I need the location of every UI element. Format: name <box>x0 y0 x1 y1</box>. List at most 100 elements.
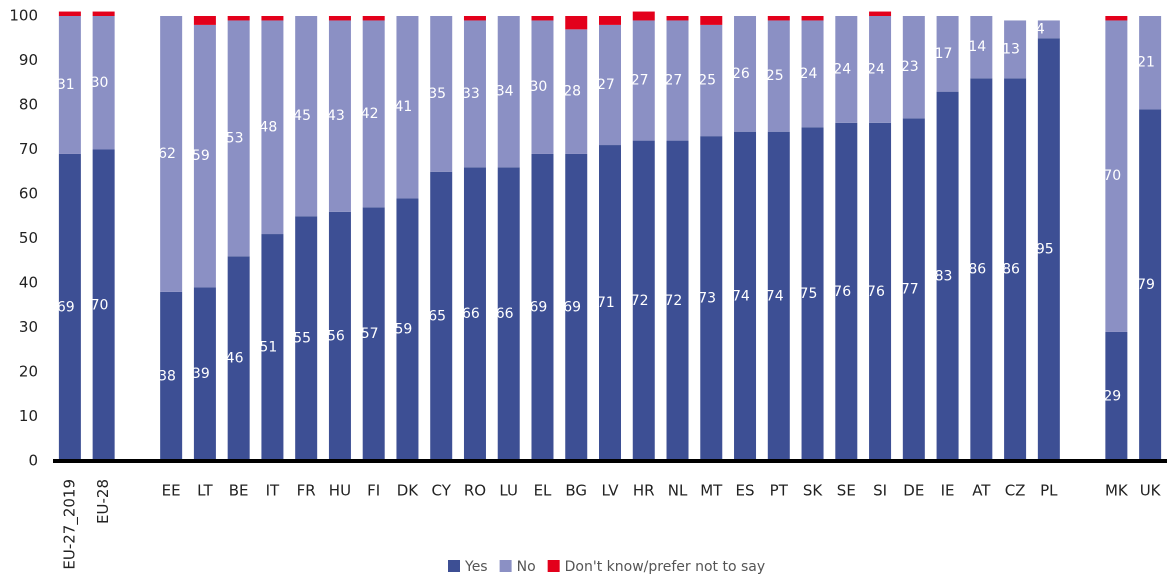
data-label: 59 <box>192 148 210 164</box>
data-label: 29 <box>1103 388 1121 404</box>
data-label: 39 <box>192 366 210 382</box>
bar-segment <box>565 153 588 461</box>
data-label: 70 <box>91 297 109 313</box>
data-label: 75 <box>800 286 818 302</box>
x-tick-label: FI <box>367 482 380 500</box>
legend-swatch <box>547 560 560 572</box>
bar-segment <box>463 167 486 462</box>
bar-segment <box>430 16 453 172</box>
bar-segment <box>599 16 621 25</box>
x-tick-label: MK <box>1105 482 1129 500</box>
x-tick-label: HU <box>329 482 351 500</box>
data-label: 42 <box>361 106 379 122</box>
legend-label: No <box>517 559 536 575</box>
data-label: 77 <box>901 282 919 298</box>
bar-segment <box>531 20 554 154</box>
bar-segment <box>970 16 993 79</box>
bar-segment <box>531 16 554 21</box>
data-label: 14 <box>968 39 986 55</box>
bar-segment <box>362 207 385 461</box>
bar-segment <box>632 11 655 21</box>
data-label: 51 <box>259 340 277 356</box>
data-label: 17 <box>935 46 953 62</box>
data-label: 24 <box>833 61 851 77</box>
data-label: 73 <box>698 291 716 307</box>
bar-segment <box>328 20 351 212</box>
data-label: 95 <box>1036 242 1054 258</box>
y-tick-label: 60 <box>19 185 38 203</box>
bar-segment <box>193 24 216 288</box>
y-tick-label: 30 <box>19 318 38 336</box>
bar-segment <box>869 11 892 16</box>
data-label: 25 <box>698 73 716 89</box>
bar-segment <box>396 16 419 199</box>
data-label: 30 <box>529 79 547 95</box>
x-tick-label: EU-27_2019 <box>60 479 79 570</box>
x-tick-label: SE <box>837 482 856 500</box>
y-tick-label: 10 <box>19 407 38 425</box>
x-tick-label: UK <box>1140 482 1162 500</box>
bar-segment <box>801 127 824 461</box>
bar-segment <box>1139 109 1162 461</box>
data-label: 24 <box>800 66 818 82</box>
data-label: 53 <box>226 130 244 146</box>
bar-segment <box>869 16 892 123</box>
bar-segment <box>193 287 216 461</box>
y-tick-label: 40 <box>19 274 38 292</box>
data-label: 66 <box>462 306 480 322</box>
bar-segment <box>261 16 284 21</box>
bar-segment <box>463 20 486 168</box>
y-tick-label: 70 <box>19 140 38 158</box>
bar-segment <box>1037 20 1060 39</box>
data-label: 23 <box>901 59 919 75</box>
data-label: 27 <box>597 77 615 93</box>
x-tick-label: DK <box>397 482 420 500</box>
data-label: 4 <box>1036 21 1045 37</box>
data-label: 66 <box>496 306 514 322</box>
bar-segment <box>936 16 959 92</box>
bar-segment <box>970 78 993 462</box>
x-tick-label: RO <box>464 482 486 500</box>
x-tick-label: SI <box>873 482 887 500</box>
bar-segment <box>1105 20 1128 332</box>
data-label: 55 <box>293 331 311 347</box>
bar-segment <box>497 16 520 168</box>
data-label: 65 <box>428 308 446 324</box>
data-label: 86 <box>1002 262 1020 278</box>
x-tick-label: FR <box>297 482 316 500</box>
bar-segment <box>193 16 216 25</box>
data-label: 70 <box>1103 168 1121 184</box>
y-tick-label: 0 <box>28 452 38 470</box>
legend-label: Yes <box>464 559 488 575</box>
bar-segment <box>801 16 824 21</box>
bar-segment <box>328 16 351 21</box>
bar-segment <box>261 20 284 235</box>
x-tick-label: ES <box>736 482 755 500</box>
x-tick-label: LU <box>499 482 518 500</box>
bar-segment <box>1004 20 1027 79</box>
bar-segment <box>1105 331 1128 461</box>
y-tick-label: 100 <box>9 7 38 25</box>
data-label: 56 <box>327 328 345 344</box>
data-label: 24 <box>867 61 885 77</box>
bar-segment <box>1139 16 1162 110</box>
bar-segment <box>565 29 588 154</box>
bar-segment <box>58 153 81 461</box>
data-label: 27 <box>631 73 649 89</box>
data-label: 30 <box>91 75 109 91</box>
bar-segment <box>801 20 824 128</box>
data-label: 69 <box>57 299 75 315</box>
bar-segment <box>700 136 723 461</box>
data-label: 48 <box>259 119 277 135</box>
bar-segment <box>92 149 115 461</box>
x-tick-label: HR <box>633 482 655 500</box>
bar-segment <box>1037 38 1060 461</box>
bar-segment <box>599 145 621 462</box>
x-tick-label: IT <box>266 482 280 500</box>
x-tick-label: NL <box>668 482 688 500</box>
bar-segment <box>295 16 318 217</box>
data-label: 21 <box>1137 55 1155 71</box>
bar-segment <box>632 20 655 141</box>
bar-segment <box>328 211 351 461</box>
